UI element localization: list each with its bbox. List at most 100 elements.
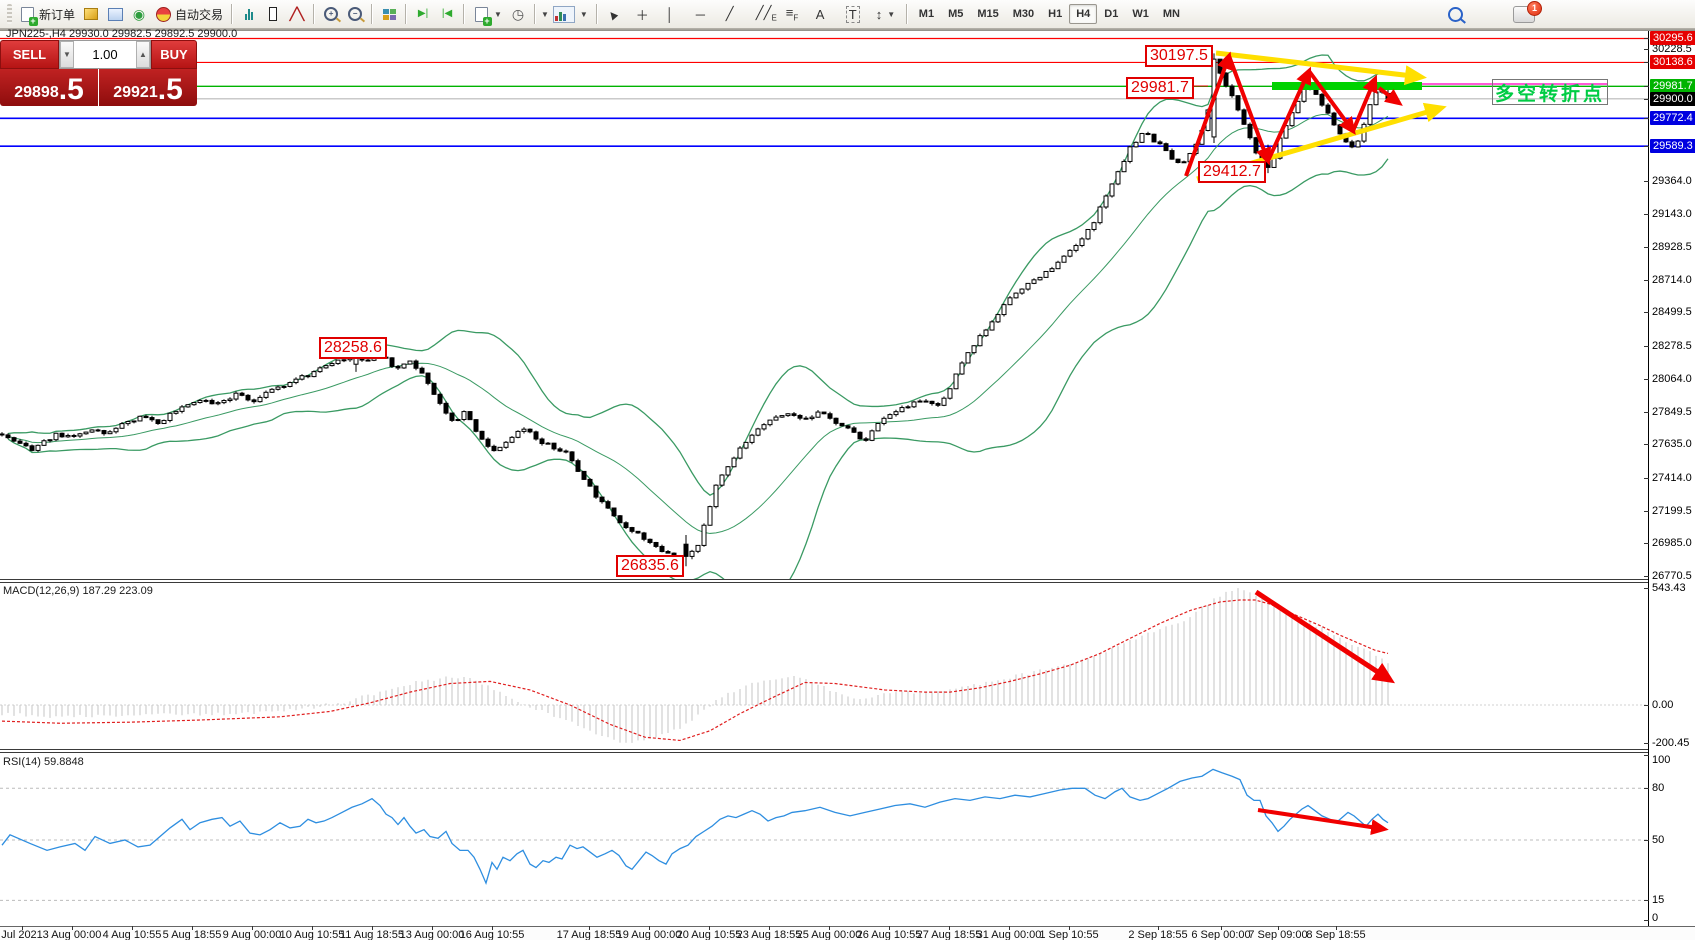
candle-body <box>797 414 803 419</box>
buy-button[interactable]: BUY <box>151 40 197 69</box>
news-button[interactable]: ◉ <box>127 4 151 24</box>
green-level-bar[interactable] <box>1272 82 1422 90</box>
horizontal-line-tool[interactable]: ─ <box>692 5 722 24</box>
tf-m1[interactable]: M1 <box>918 8 935 20</box>
candle-body <box>395 365 401 369</box>
red-zigzag-arrow[interactable] <box>1377 86 1403 106</box>
auto-trading-button[interactable]: 自动交易 <box>151 4 227 25</box>
bar-chart-button[interactable] <box>237 4 261 24</box>
indicators-button[interactable]: ▼ <box>549 4 592 25</box>
axis-tick <box>1644 920 1649 921</box>
tf-d1[interactable]: D1 <box>1104 8 1119 20</box>
text-tool[interactable]: A <box>812 5 842 24</box>
zoom-out-button[interactable]: − <box>343 4 367 24</box>
candle-body <box>1109 183 1115 197</box>
time-axis-tick <box>889 926 890 930</box>
red-zigzag-arrow[interactable] <box>1307 69 1356 135</box>
market-watch-button[interactable] <box>79 4 103 24</box>
search-button[interactable] <box>1444 5 1467 24</box>
cursor-tool[interactable]: ▲ <box>602 4 632 24</box>
line-chart-button[interactable]: ╱╲ <box>285 4 309 24</box>
price-callout-label[interactable]: 28258.6 <box>319 337 387 359</box>
red-zigzag-arrow[interactable] <box>1266 66 1311 162</box>
turning-point-annotation[interactable]: 多空转折点 <box>1492 79 1608 105</box>
zoom-in-button[interactable]: + <box>319 4 343 24</box>
macd-red-arrow[interactable] <box>1254 589 1396 684</box>
tf-h1[interactable]: H1 <box>1048 8 1063 20</box>
notifications-button[interactable]: 1 <box>1509 0 1542 25</box>
candle-body <box>827 413 833 419</box>
channel-tool[interactable]: ╱╱E <box>752 3 782 25</box>
tf-m30[interactable]: M30 <box>1012 8 1035 20</box>
candlestick-chart-button[interactable] <box>261 4 285 24</box>
macd-label: MACD(12,26,9) 187.29 223.09 <box>3 585 153 597</box>
rsi-panel[interactable] <box>0 768 1648 901</box>
tf-h4[interactable]: H4 <box>1069 4 1098 24</box>
tf-m15[interactable]: M15 <box>977 8 999 20</box>
rsi-red-arrow[interactable] <box>1257 808 1389 836</box>
main-panel[interactable] <box>0 37 1648 601</box>
rsi-panel-separator[interactable] <box>0 749 1648 753</box>
candle-body <box>527 428 533 433</box>
crosshair-tool[interactable]: ＋ <box>632 3 662 26</box>
time-axis-label: 8 Sep 18:55 <box>1306 929 1366 940</box>
candle-body <box>647 538 653 543</box>
bollinger-lower-band <box>7 158 1389 579</box>
candle-body <box>293 378 299 384</box>
vertical-line-tool[interactable]: │ <box>662 5 692 24</box>
candle-body <box>539 438 545 445</box>
candle-body <box>995 314 1001 323</box>
tf-m5[interactable]: M5 <box>948 8 964 20</box>
price-callout-label[interactable]: 26835.6 <box>616 555 684 577</box>
price-axis-label: 29143.0 <box>1652 208 1692 221</box>
bid-price[interactable]: 29898.5 <box>0 69 99 106</box>
new-chart-button[interactable]: ▼ <box>469 4 506 26</box>
main-chart-canvas[interactable] <box>0 31 1695 940</box>
candle-body <box>659 545 665 553</box>
red-zigzag-arrow[interactable] <box>1351 74 1378 132</box>
price-callout-label[interactable]: 29981.7 <box>1126 77 1194 99</box>
crosshair-icon: ＋ <box>635 7 649 23</box>
terminal-button[interactable] <box>103 4 127 24</box>
chevron-down-icon[interactable]: ▼ <box>540 9 549 19</box>
candle-body <box>887 414 893 419</box>
candle-body <box>731 457 737 468</box>
price-axis-label: 28064.0 <box>1652 372 1692 385</box>
ask-price[interactable]: 29921.5 <box>99 69 197 106</box>
tf-mn[interactable]: MN <box>1162 8 1180 20</box>
trendline-tool[interactable]: ╱ <box>722 4 752 24</box>
candle-body <box>1169 150 1175 160</box>
tile-windows-button[interactable] <box>377 4 401 24</box>
price-callout-label[interactable]: 29412.7 <box>1198 161 1266 183</box>
macd-panel[interactable] <box>0 588 1648 743</box>
arrows-tool[interactable]: ↕ ▼ <box>872 5 902 24</box>
text-label-tool[interactable]: T <box>842 4 872 25</box>
fibonacci-tool[interactable]: ≡F <box>782 3 812 25</box>
time-axis[interactable]: Jul 2021 3 Aug 00:00 4 Aug 10:55 5 Aug 18:5… <box>0 926 1695 940</box>
price-axis-label: 27199.5 <box>1652 504 1692 517</box>
candle-body <box>443 402 449 414</box>
text-label-icon: T <box>845 5 860 23</box>
profiles-button[interactable]: ◷ <box>506 4 530 24</box>
chart-shift-button[interactable]: |◀ <box>435 4 459 24</box>
tf-w1[interactable]: W1 <box>1132 8 1149 20</box>
candle-body <box>437 393 443 404</box>
volume-up-button[interactable]: ▲ <box>136 41 150 68</box>
sell-button[interactable]: SELL <box>0 40 59 69</box>
volume-down-button[interactable]: ▼ <box>60 41 74 68</box>
price-callout-label[interactable]: 30197.5 <box>1145 45 1213 67</box>
candle-body <box>695 544 701 552</box>
price-axis-label: 27849.5 <box>1652 405 1692 418</box>
price-axis[interactable]: 30228.5 29364.0 29143.0 28928.5 28714.0 28499… <box>1644 31 1695 926</box>
volume-value[interactable]: 1.00 <box>92 47 118 62</box>
red-zigzag-arrow[interactable] <box>1227 55 1272 166</box>
toolbar-drag-handle[interactable] <box>7 4 12 24</box>
yellow-trend-arrow[interactable] <box>1215 50 1427 86</box>
chart-window[interactable] <box>0 31 1695 940</box>
new-order-button[interactable]: 新订单 <box>15 4 79 26</box>
macd-panel-separator[interactable] <box>0 579 1648 583</box>
red-zigzag-arrow[interactable] <box>1184 51 1233 177</box>
axis-tick <box>1644 86 1649 88</box>
chevron-down-icon: ▼ <box>579 9 588 19</box>
auto-scroll-button[interactable]: ▶| <box>411 4 435 24</box>
